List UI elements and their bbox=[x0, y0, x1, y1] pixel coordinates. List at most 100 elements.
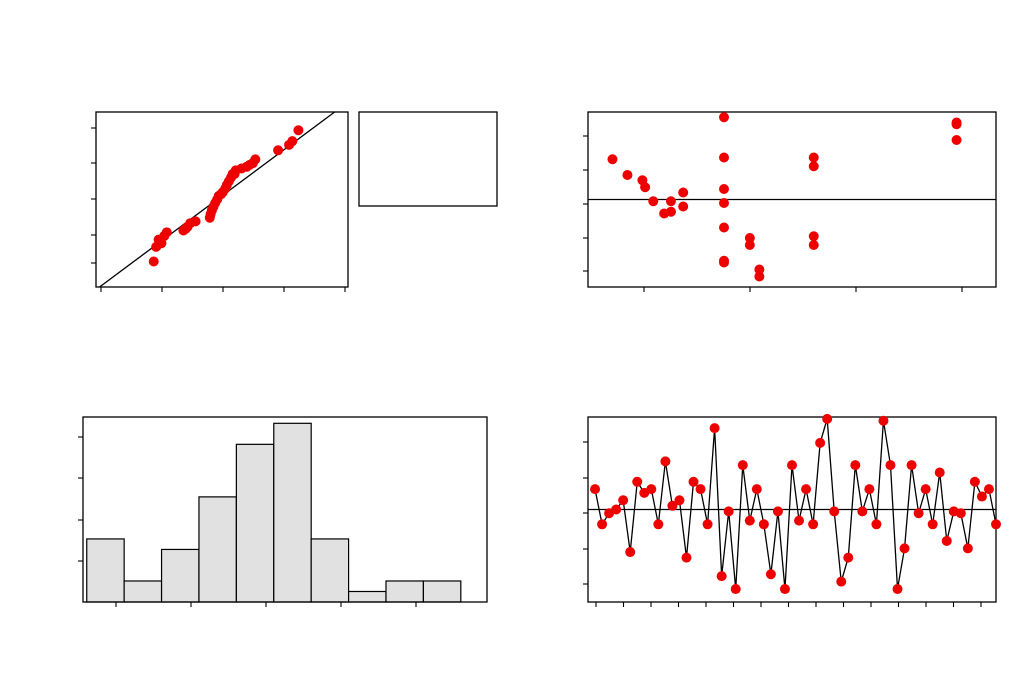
normal-probability-point-35 bbox=[293, 125, 304, 136]
histogram-bar-1 bbox=[123, 580, 163, 603]
normal-probability-point-31 bbox=[250, 154, 261, 165]
residuals-vs-order-point-18 bbox=[716, 571, 727, 582]
residuals-vs-order-point-43 bbox=[892, 584, 903, 595]
residuals-vs-fit-point-1 bbox=[622, 170, 633, 180]
residuals-vs-order-point-5 bbox=[625, 547, 636, 558]
residuals-vs-order-point-10 bbox=[660, 456, 671, 467]
residuals-vs-order-point-0 bbox=[590, 484, 601, 495]
panel-residuals-vs-fit bbox=[583, 111, 997, 292]
residuals-vs-fit-point-3 bbox=[640, 182, 651, 193]
residuals-vs-order-point-57 bbox=[991, 519, 1001, 530]
residuals-vs-fit-point-11 bbox=[719, 152, 729, 163]
panel-residuals-vs-order bbox=[583, 413, 1001, 607]
residuals-vs-order-point-33 bbox=[822, 413, 833, 424]
residuals-vs-order-point-41 bbox=[878, 415, 889, 426]
residuals-vs-order-point-20 bbox=[730, 584, 741, 595]
normal-probability-note-box bbox=[358, 111, 498, 207]
histogram-bar-7 bbox=[347, 590, 387, 603]
residuals-vs-fit-point-19 bbox=[754, 264, 765, 275]
residuals-vs-order-point-19 bbox=[723, 506, 734, 517]
residuals-vs-fit-point-9 bbox=[678, 201, 689, 212]
panel-normal-probability bbox=[91, 111, 498, 292]
residuals-vs-fit-point-7 bbox=[665, 206, 676, 217]
residuals-vs-order-point-16 bbox=[702, 519, 713, 530]
residuals-vs-fit-point-17 bbox=[744, 233, 755, 243]
histogram-bar-3 bbox=[198, 496, 237, 603]
normal-probability-points bbox=[148, 125, 304, 267]
residuals-vs-order-point-34 bbox=[829, 506, 840, 517]
residuals-vs-order-point-47 bbox=[920, 484, 931, 495]
normal-probability-point-5 bbox=[161, 227, 172, 238]
histogram-bar-2 bbox=[160, 548, 200, 603]
residuals-vs-order-point-54 bbox=[969, 476, 980, 487]
residuals-vs-order-point-9 bbox=[653, 519, 664, 530]
residuals-vs-fit-point-13 bbox=[719, 198, 729, 208]
residuals-vs-order-point-4 bbox=[618, 495, 629, 506]
histogram-bar-8 bbox=[385, 580, 425, 603]
residuals-vs-order-point-6 bbox=[632, 476, 643, 487]
residuals-vs-fit-point-16 bbox=[719, 255, 729, 266]
residuals-vs-order-points bbox=[590, 413, 1001, 595]
residuals-vs-order-point-11 bbox=[667, 500, 678, 511]
residuals-vs-order-point-26 bbox=[772, 506, 783, 517]
normal-probability-point-32 bbox=[273, 145, 284, 156]
residuals-vs-fit-point-27 bbox=[951, 135, 962, 145]
residuals-vs-order-point-22 bbox=[744, 515, 755, 526]
residuals-vs-fit-point-12 bbox=[719, 184, 729, 194]
residuals-vs-fit-point-23 bbox=[808, 231, 819, 242]
residuals-vs-order-point-3 bbox=[611, 504, 622, 515]
histogram-ticks bbox=[78, 436, 417, 607]
residuals-vs-order-point-38 bbox=[857, 506, 868, 517]
normal-probability-point-34 bbox=[287, 136, 298, 147]
residuals-vs-order-point-8 bbox=[646, 484, 657, 495]
residuals-vs-order-point-35 bbox=[836, 576, 847, 587]
residuals-vs-order-point-32 bbox=[815, 437, 826, 448]
residuals-vs-order-point-49 bbox=[934, 467, 945, 478]
residuals-vs-fit-points bbox=[607, 112, 962, 282]
residuals-vs-fit-point-22 bbox=[808, 161, 819, 172]
histogram-frame bbox=[82, 416, 488, 603]
residuals-vs-order-point-21 bbox=[737, 460, 748, 471]
normal-probability-point-0 bbox=[148, 256, 159, 267]
residuals-vs-order-point-13 bbox=[681, 552, 692, 563]
residuals-vs-order-point-36 bbox=[843, 552, 854, 563]
residuals-vs-order-point-28 bbox=[787, 460, 797, 471]
residuals-vs-order-point-40 bbox=[871, 519, 882, 530]
residuals-vs-order-point-48 bbox=[927, 519, 938, 530]
residuals-vs-fit-ticks bbox=[583, 135, 963, 292]
residuals-vs-fit-point-0 bbox=[607, 154, 618, 165]
histogram-bar-5 bbox=[273, 422, 312, 603]
residuals-vs-order-point-1 bbox=[597, 519, 608, 530]
residuals-vs-order-point-46 bbox=[913, 508, 924, 519]
residuals-vs-fit-point-10 bbox=[719, 112, 729, 123]
residuals-vs-order-point-24 bbox=[758, 519, 769, 530]
residuals-vs-order-point-25 bbox=[765, 569, 776, 580]
histogram-bar-6 bbox=[310, 538, 350, 603]
residuals-vs-order-point-23 bbox=[751, 484, 762, 495]
residuals-vs-order-point-12 bbox=[674, 495, 685, 506]
residuals-vs-order-point-50 bbox=[941, 535, 952, 546]
residuals-vs-fit-point-14 bbox=[719, 222, 729, 233]
residuals-vs-order-point-52 bbox=[955, 508, 966, 519]
residuals-vs-order-point-37 bbox=[850, 460, 861, 471]
residuals-vs-order-ticks bbox=[583, 441, 982, 607]
normal-probability-ticks bbox=[91, 127, 346, 292]
residuals-vs-order-series-line bbox=[594, 418, 997, 590]
histogram-bar-9 bbox=[422, 580, 462, 603]
residuals-vs-order-point-56 bbox=[983, 484, 994, 495]
panel-histogram bbox=[78, 416, 488, 607]
residuals-vs-order-point-45 bbox=[906, 460, 917, 471]
residuals-vs-fit-point-8 bbox=[678, 187, 689, 198]
residuals-vs-order-point-31 bbox=[808, 519, 819, 530]
residuals-vs-fit-point-26 bbox=[951, 119, 962, 130]
residuals-vs-fit-point-21 bbox=[808, 152, 819, 163]
residuals-vs-order-point-39 bbox=[864, 484, 875, 495]
histogram-bar-4 bbox=[235, 443, 275, 603]
residuals-vs-order-point-27 bbox=[779, 584, 790, 595]
residuals-vs-fit-point-4 bbox=[648, 196, 659, 207]
residuals-vs-fit-point-6 bbox=[665, 196, 676, 207]
residuals-vs-fit-point-18 bbox=[744, 240, 755, 250]
residuals-vs-order-point-17 bbox=[709, 423, 720, 434]
normal-probability-point-10 bbox=[190, 216, 201, 227]
residuals-vs-order-point-15 bbox=[695, 484, 706, 495]
